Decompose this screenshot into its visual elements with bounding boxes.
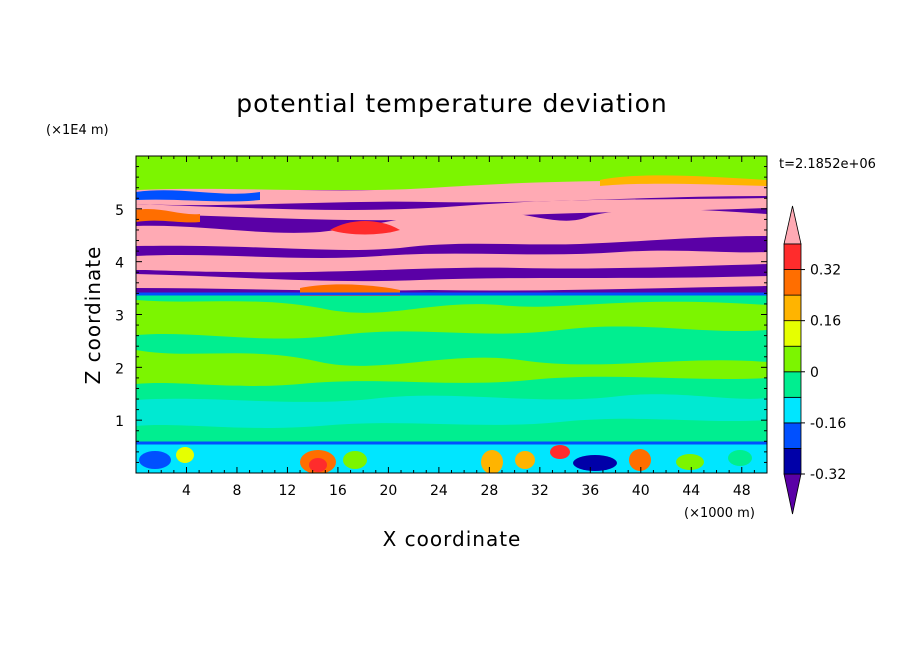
field-upper-cell [136,190,260,202]
x-tick-label: 40 [632,483,650,499]
colorbar-label: 0.32 [810,263,841,279]
x-tick-label: 8 [232,483,241,499]
x-axis: 4 8 12 16 20 24 28 32 36 40 44 48 [148,156,755,499]
field-bl-cell [728,450,752,466]
field-mid-patch [136,350,767,386]
x-tick-label: 48 [733,483,751,499]
x-tick-label: 32 [531,483,549,499]
y-axis-label: Z coordinate [81,246,105,385]
colorbar-lower-arrow [783,473,802,515]
field-bl-cell [481,450,503,473]
field-upper-stripe [136,181,767,206]
colorbar-upper-arrow [783,205,802,245]
x-tick-label: 12 [279,483,297,499]
field-upper-cell [600,175,767,186]
x-axis-label: X coordinate [383,527,522,551]
x-tick-label: 44 [682,483,700,499]
y-tick-label: 2 [115,361,124,377]
x-unit-label: (×1000 m) [684,506,755,521]
field-bl-cell [176,447,194,463]
field-upper-stripe [136,198,767,221]
colorbar-segment [783,371,802,398]
field-upper-cell [136,209,200,223]
field-bl-cell [139,451,171,469]
field-bl-cell [676,454,704,470]
field-upper-stripe [136,250,767,273]
field-bl-cell [629,449,651,471]
field-bl-cell [550,445,570,459]
colorbar-segment [783,396,802,424]
colorbar-segment [783,422,802,449]
colorbar-segment [783,320,802,347]
colorbar-label: -0.32 [810,467,846,483]
y-tick-label: 3 [115,309,124,325]
colorbar-segment [783,345,802,373]
field-mid-patch [136,300,767,339]
x-tick-label: 4 [182,483,191,499]
colorbar-segment [783,448,802,475]
x-tick-label: 24 [430,483,448,499]
field-bl-cell [573,455,617,471]
field-upper-cell [330,221,400,235]
field-upper-stripe [136,274,767,291]
field-upper-stripe [136,208,767,250]
colorbar-label: -0.16 [810,416,846,432]
colorbar-label: 0 [810,365,819,381]
y-tick-label: 5 [115,203,124,219]
x-tick-label: 36 [581,483,599,499]
colorbar-label: 0.16 [810,314,841,330]
colorbar-segment [783,269,802,296]
field-bl-cell [309,458,327,472]
y-tick-label: 4 [115,256,124,272]
y-tick-label: 1 [115,414,124,430]
contour-field [136,156,767,473]
x-tick-label: 28 [480,483,498,499]
x-tick-label: 16 [329,483,347,499]
time-label: t=2.1852e+06 [779,157,876,172]
x-tick-label: 20 [379,483,397,499]
colorbar-segment [783,243,802,270]
field-bl-cell [515,451,535,469]
y-axis: 1 2 3 4 5 [115,166,767,463]
field-boundary-layer [136,443,767,473]
colorbar-segment [783,294,802,322]
field-mid-patch [136,394,767,428]
chart-title: potential temperature deviation [236,89,667,118]
y-unit-label: (×1E4 m) [46,123,109,138]
colorbar: 0.32 0.16 0 -0.16 -0.32 [783,205,846,515]
field-bl-cell [343,451,367,469]
